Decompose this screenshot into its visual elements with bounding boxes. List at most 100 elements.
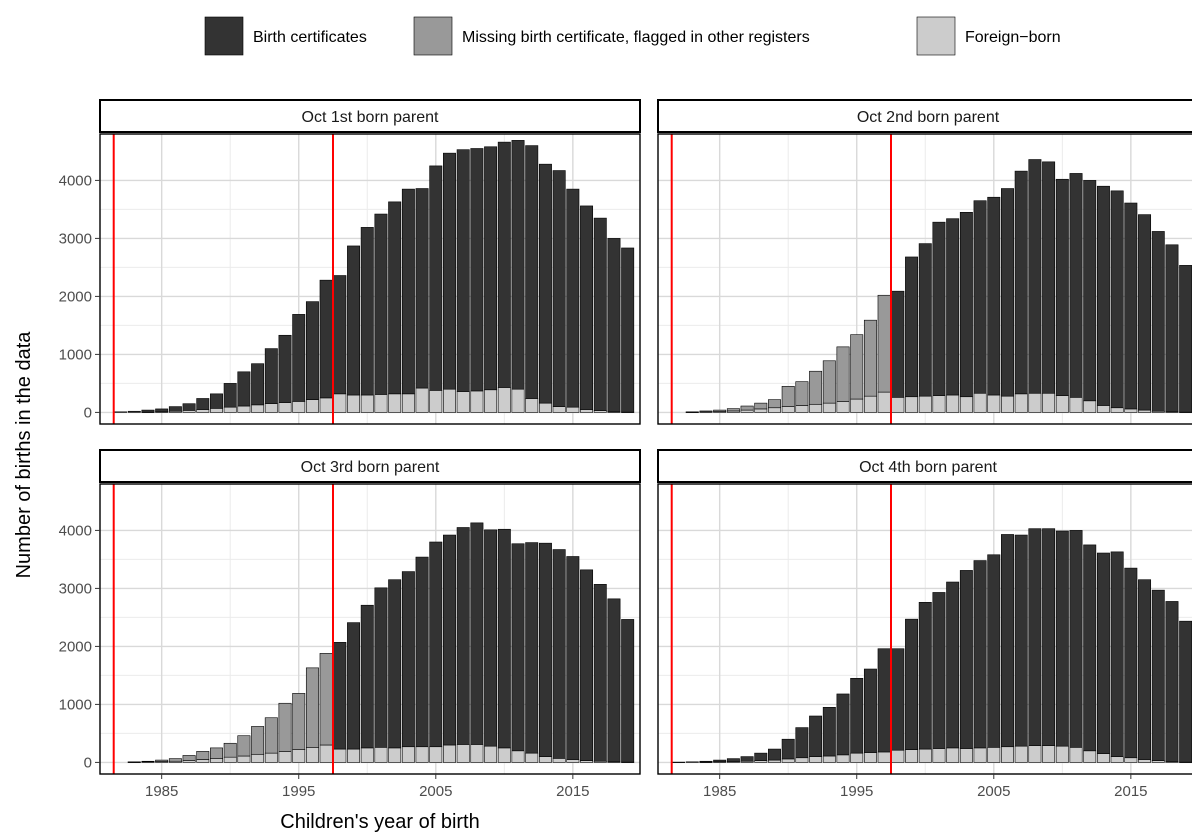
bar-foreign-born: [1138, 409, 1152, 413]
bar-birth-certificates: [429, 165, 443, 391]
bar-birth-certificates: [726, 758, 740, 762]
bar-birth-certificates: [114, 411, 128, 413]
bar-foreign-born: [836, 754, 850, 763]
bar-foreign-born: [443, 388, 456, 413]
panel-border: [657, 483, 1192, 775]
bar-birth-certificates: [415, 188, 429, 389]
bar-birth-certificates: [1096, 552, 1110, 755]
bar-birth-certificates: [905, 618, 919, 750]
bar-foreign-born: [538, 402, 552, 413]
x-tick-label: 2005: [419, 783, 452, 800]
bar-birth-certificates: [168, 406, 182, 412]
bar-birth-certificates: [552, 170, 566, 407]
bar-birth-certificates: [1124, 567, 1138, 759]
bar-birth-certificates: [1124, 202, 1138, 410]
bar-birth-certificates: [237, 371, 251, 407]
bar-missing-certificate: [292, 693, 306, 750]
bar-foreign-born: [768, 759, 781, 763]
bar-foreign-born: [333, 748, 347, 763]
bar-missing-certificate: [795, 381, 809, 406]
panel-2: Oct 2nd born parent: [657, 99, 1192, 425]
y-tick-label: 0: [84, 754, 92, 771]
bar-foreign-born: [1096, 405, 1110, 413]
bar-foreign-born: [1042, 392, 1056, 413]
bar-foreign-born: [210, 408, 223, 413]
bar-birth-certificates: [1069, 530, 1083, 748]
bar-birth-certificates: [470, 522, 484, 745]
bar-foreign-born: [891, 749, 905, 763]
bar-foreign-born: [470, 390, 484, 413]
panel-4: Oct 4th born parent 1985 1995 2005 2015: [657, 449, 1192, 800]
bar-foreign-born: [768, 407, 781, 413]
bar-birth-certificates: [863, 668, 877, 753]
bar-foreign-born: [552, 406, 566, 413]
bar-foreign-born: [251, 404, 265, 413]
bar-foreign-born: [946, 747, 960, 763]
bar-foreign-born: [932, 395, 946, 413]
bar-birth-certificates: [1096, 185, 1110, 406]
bar-birth-certificates: [210, 393, 223, 409]
bar-missing-certificate: [319, 653, 333, 746]
bar-missing-certificate: [781, 385, 795, 407]
bar-birth-certificates: [347, 245, 361, 396]
bar-missing-certificate: [168, 758, 182, 762]
x-tick-label: 2015: [1114, 783, 1147, 800]
bar-foreign-born: [182, 410, 196, 413]
y-axis-title: Number of births in the data: [13, 331, 35, 579]
bar-foreign-born: [566, 406, 580, 413]
y-tick-label: 3000: [59, 230, 92, 247]
bar-foreign-born: [511, 750, 525, 763]
bar-birth-certificates: [593, 584, 607, 762]
bar-foreign-born: [822, 755, 836, 763]
bar-foreign-born: [1055, 745, 1069, 763]
bar-birth-certificates: [932, 221, 946, 396]
bar-foreign-born: [525, 398, 539, 413]
bar-birth-certificates: [182, 403, 196, 411]
x-tick-label: 1985: [703, 783, 736, 800]
bar-foreign-born: [905, 396, 919, 413]
bar-birth-certificates: [891, 648, 905, 751]
legend: Birth certificates Missing birth certifi…: [204, 16, 1061, 56]
bar-foreign-born: [305, 399, 319, 413]
bar-birth-certificates: [877, 648, 891, 753]
bar-missing-certificate: [754, 402, 768, 410]
bar-birth-certificates: [973, 200, 987, 394]
bar-foreign-born: [1028, 745, 1042, 763]
bar-foreign-born: [470, 744, 484, 763]
bar-foreign-born: [959, 748, 973, 763]
bar-birth-certificates: [484, 146, 498, 391]
bar-birth-certificates: [1179, 620, 1192, 763]
bar-foreign-born: [987, 394, 1001, 413]
bar-foreign-born: [918, 748, 932, 763]
bar-birth-certificates: [768, 748, 781, 761]
bar-foreign-born: [237, 405, 251, 413]
panel-3: Oct 3rd born parent 0 1000 2000 3000 4000 1985…: [59, 449, 641, 800]
bar-foreign-born: [443, 744, 456, 763]
bar-foreign-born: [795, 405, 809, 413]
bar-foreign-born: [1138, 759, 1152, 763]
bar-missing-certificate: [210, 747, 223, 759]
bar-birth-certificates: [1083, 180, 1097, 402]
x-tick-label: 1995: [282, 783, 315, 800]
bar-birth-certificates: [223, 383, 237, 408]
bar-foreign-born: [946, 394, 960, 413]
bar-missing-certificate: [822, 360, 836, 404]
bar-foreign-born: [850, 398, 864, 413]
bar-foreign-born: [415, 387, 429, 413]
bar-foreign-born: [196, 409, 210, 413]
bar-foreign-born: [401, 393, 415, 413]
bar-foreign-born: [1055, 395, 1069, 413]
bar-missing-certificate: [278, 702, 292, 752]
bar-birth-certificates: [946, 581, 960, 749]
bar-missing-certificate: [685, 411, 699, 413]
y-tick-label: 1000: [59, 346, 92, 363]
bar-missing-certificate: [196, 751, 210, 760]
bar-foreign-born: [511, 388, 525, 413]
y-tick-label: 2000: [59, 638, 92, 655]
bar-birth-certificates: [580, 569, 594, 761]
bar-birth-certificates: [552, 549, 566, 759]
bar-birth-certificates: [497, 528, 511, 749]
x-tick-label: 2015: [556, 783, 589, 800]
bar-missing-certificate: [182, 755, 196, 761]
